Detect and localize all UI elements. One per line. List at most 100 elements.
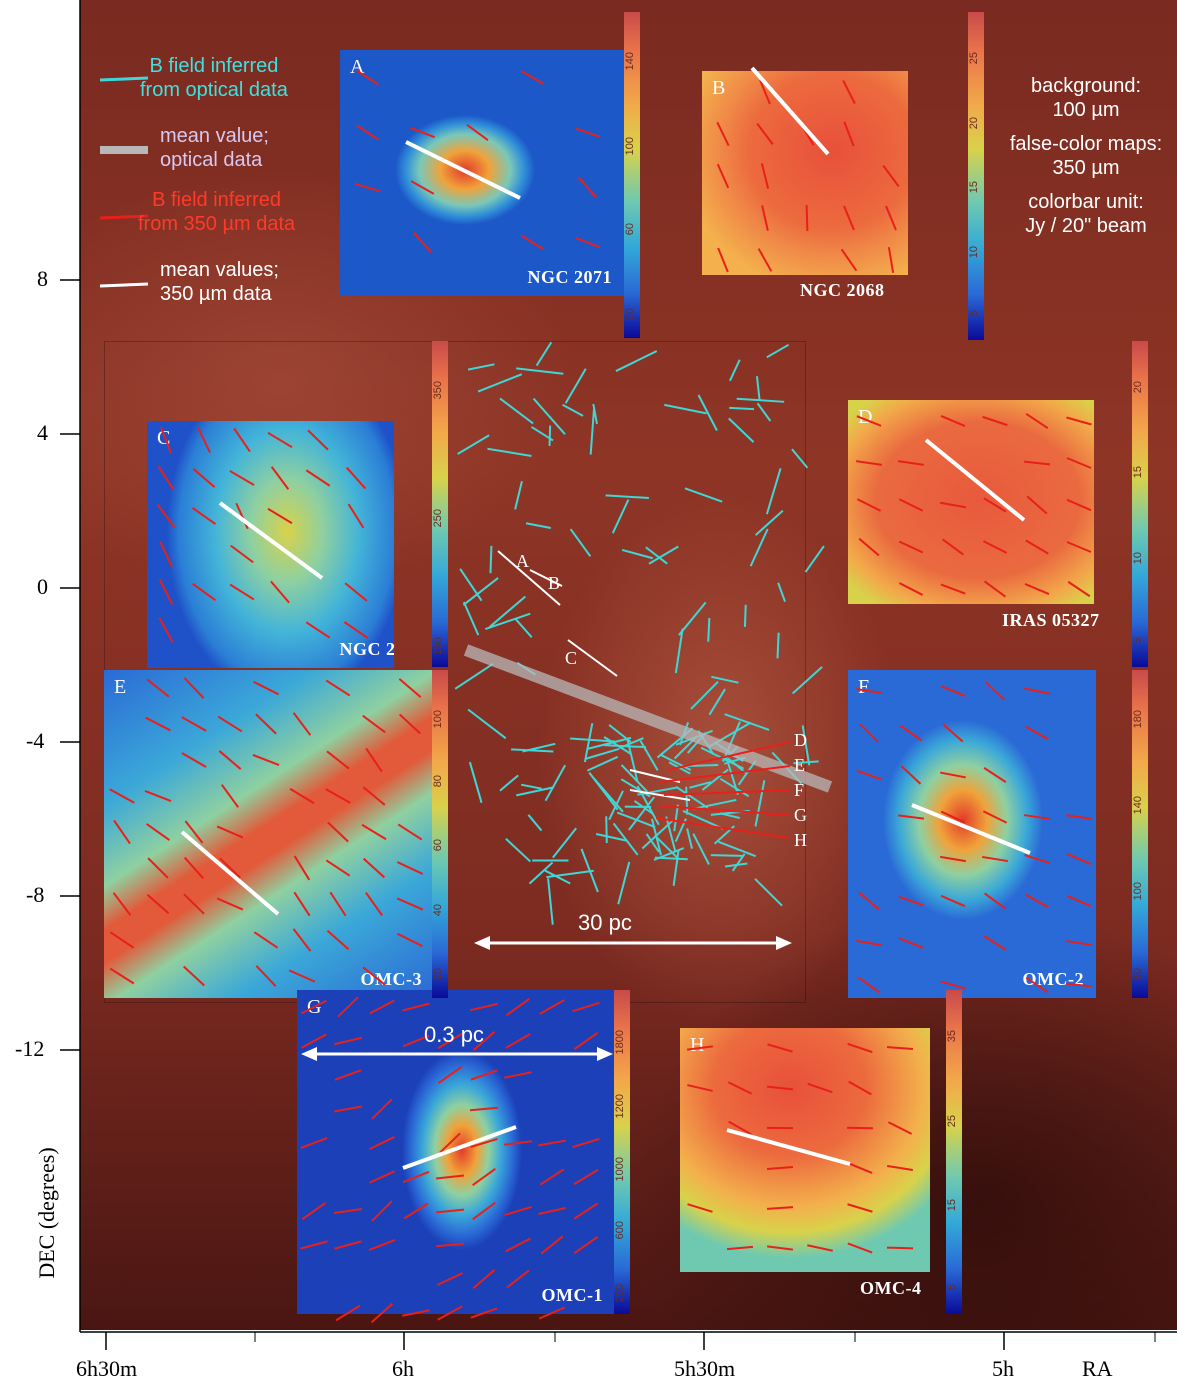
optical-vector	[516, 786, 555, 797]
optical-vector	[737, 759, 757, 786]
optical-vector	[675, 785, 709, 809]
submm-vector-D	[1066, 457, 1092, 469]
optical-vector	[467, 708, 507, 740]
submm-vector-F	[1065, 982, 1093, 988]
submm-vector-E	[146, 678, 170, 698]
optical-vector	[547, 878, 554, 925]
submm-vector-C	[307, 429, 329, 451]
submm-vector-F	[898, 895, 924, 907]
submm-vector-B	[760, 163, 770, 189]
y-tick-label: -8	[26, 882, 45, 907]
submm-vector-E	[145, 716, 171, 732]
submm-vector-G	[469, 1106, 499, 1112]
submm-vector-H	[886, 1246, 914, 1250]
submm-vector-A	[410, 180, 435, 195]
colorbar-C	[432, 341, 448, 667]
submm-vector-G	[573, 1236, 599, 1254]
submm-vector-A	[413, 232, 432, 253]
submm-vector-C	[230, 544, 254, 564]
panel-name-D: IRAS 05327	[1002, 610, 1100, 630]
center-letter-H: H	[794, 830, 807, 850]
pointer-G	[659, 805, 791, 816]
optical-vector	[484, 612, 531, 631]
submm-vector-E	[288, 969, 316, 983]
optical-vector	[580, 848, 599, 893]
optical-vector	[710, 854, 743, 857]
submm-vector-E	[362, 966, 386, 986]
center-mean-B	[529, 569, 563, 587]
optical-vector	[685, 786, 689, 815]
submm-vector-F	[856, 687, 882, 695]
submm-vector-E	[365, 747, 383, 773]
submm-vector-D	[940, 414, 966, 428]
submm-vector-G	[472, 1167, 496, 1187]
submm-vector-A	[466, 123, 489, 142]
submm-vector-C	[229, 470, 255, 486]
submm-vector-F	[859, 723, 879, 743]
optical-vector	[564, 368, 587, 404]
center-mean-A	[497, 550, 561, 606]
optical-vector	[686, 828, 693, 849]
optical-vector	[665, 816, 677, 852]
optical-vector	[754, 509, 784, 536]
submm-vector-D	[983, 580, 1007, 598]
submm-vector-G	[436, 1272, 464, 1286]
optical-vector	[743, 604, 747, 627]
optical-vector	[516, 367, 564, 375]
optical-vector	[487, 447, 532, 457]
submm-vector-G	[572, 1137, 600, 1149]
submm-vector-F	[982, 855, 1008, 863]
y-tick-label: -4	[26, 728, 45, 753]
mean-optical	[463, 644, 833, 793]
optical-vector	[585, 747, 620, 760]
submm-vector-D	[1023, 460, 1051, 466]
submm-vector-A	[578, 177, 597, 198]
submm-vector-D	[1025, 539, 1049, 555]
submm-vector-B	[716, 121, 730, 147]
submm-vector-G	[402, 1309, 430, 1317]
submm-vector-B	[882, 164, 900, 188]
mean-350-E	[180, 830, 280, 916]
submm-vector-G	[504, 1205, 532, 1217]
submm-vector-F	[899, 724, 923, 742]
submm-vector-E	[218, 750, 242, 770]
submm-vector-E	[397, 823, 423, 841]
optical-vector	[718, 840, 757, 858]
optical-vector	[689, 781, 712, 789]
optical-vector	[525, 522, 551, 529]
optical-vector	[736, 397, 785, 403]
optical-vector	[620, 764, 649, 793]
submm-vector-H	[767, 1043, 793, 1053]
submm-vector-C	[343, 621, 369, 639]
submm-vector-A	[410, 126, 435, 139]
submm-vector-F	[1065, 814, 1093, 820]
optical-vector	[804, 545, 825, 573]
optical-vector	[754, 878, 783, 907]
optical-vector	[711, 675, 739, 684]
legend-swatch-submm	[99, 214, 149, 220]
center-letter-C: C	[565, 648, 578, 668]
submm-vector-G	[506, 1269, 530, 1289]
submm-vector-D	[1066, 416, 1092, 426]
optical-vector	[499, 397, 534, 425]
submm-vector-G	[402, 1002, 430, 1012]
optical-vector	[527, 814, 543, 832]
submm-vector-G	[334, 1036, 362, 1046]
submm-vector-G	[503, 1140, 533, 1146]
submm-vector-A	[354, 182, 381, 193]
submm-vector-F	[940, 980, 966, 990]
submm-vector-C	[305, 621, 331, 639]
submm-vector-H	[846, 1126, 874, 1130]
panel-name: NGC 2071	[527, 267, 612, 287]
submm-vector-E	[293, 891, 311, 917]
optical-vector	[648, 545, 679, 565]
submm-vector-B	[756, 122, 774, 146]
submm-vector-F	[1025, 893, 1049, 909]
optical-vector	[766, 343, 790, 359]
submm-vector-E	[327, 821, 349, 843]
submm-vector-G	[470, 1138, 498, 1148]
optical-vector	[468, 761, 483, 804]
submm-vector-H	[847, 1242, 873, 1254]
optical-vector	[693, 798, 737, 810]
submm-vector-G	[333, 1208, 363, 1214]
